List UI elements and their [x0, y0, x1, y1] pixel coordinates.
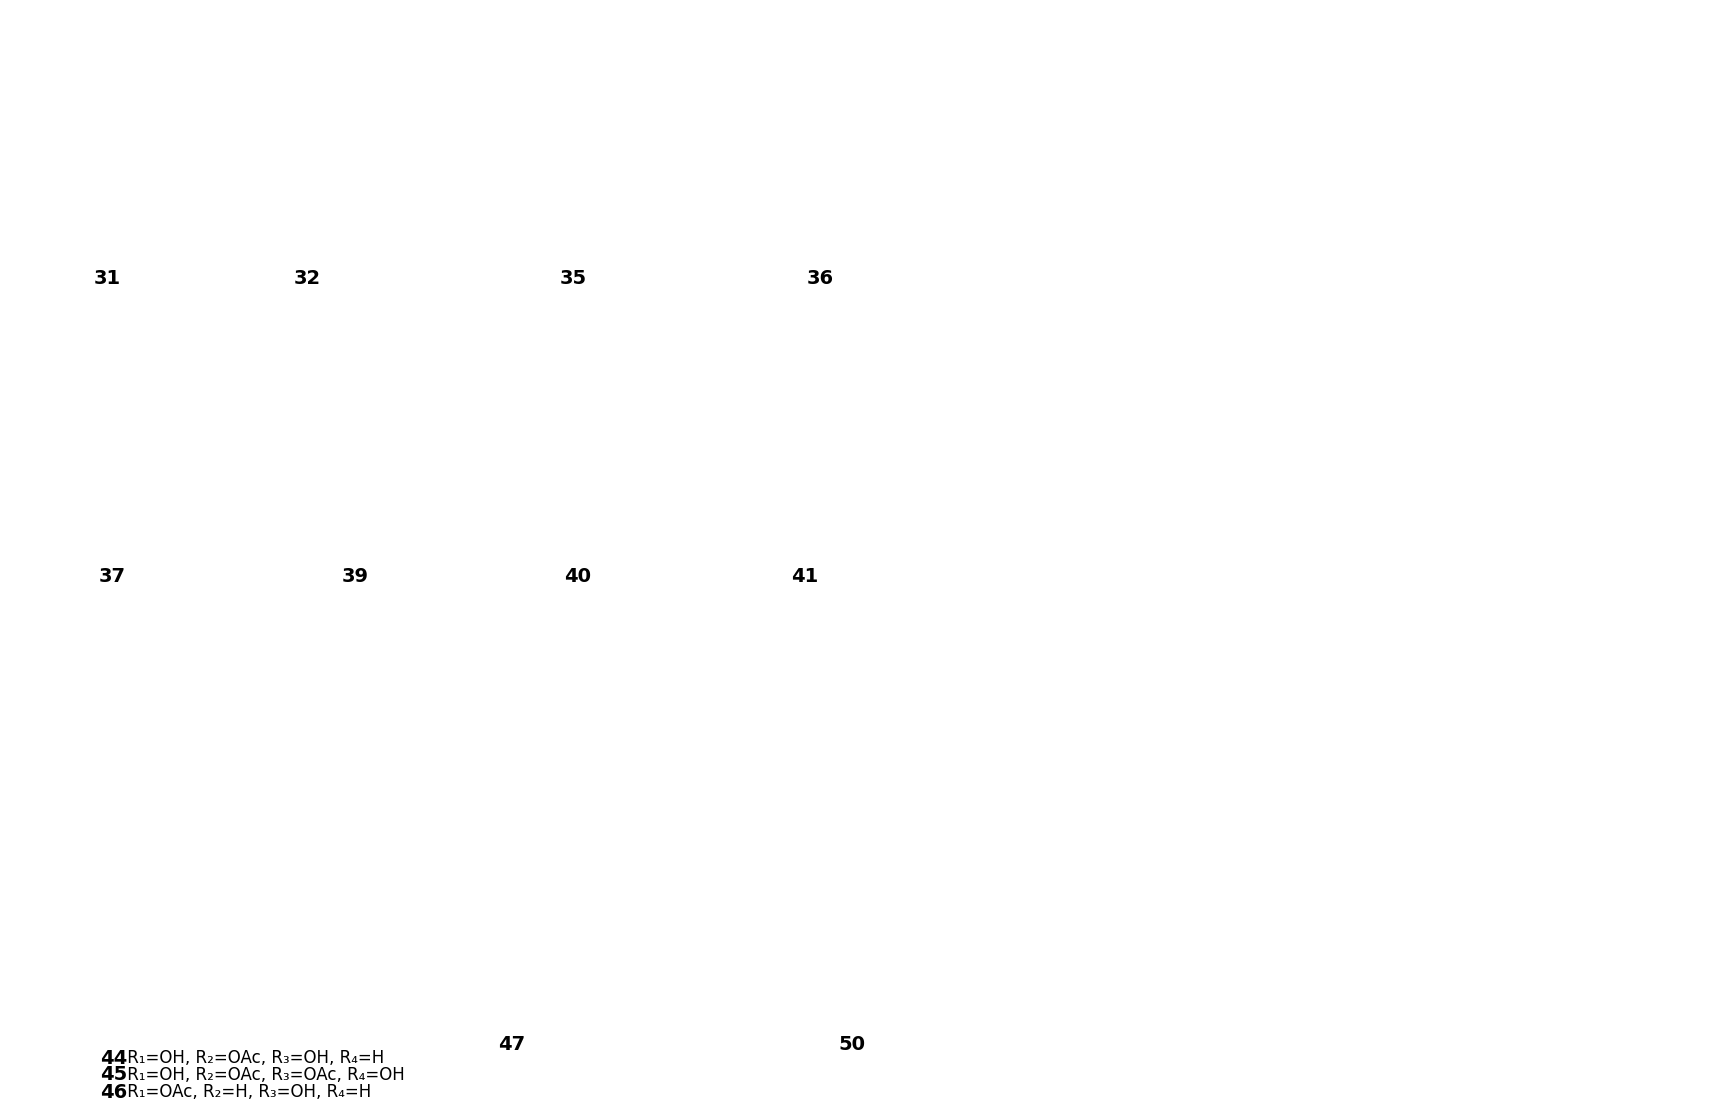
Text: 31: 31: [94, 268, 120, 287]
Text: R₁=OAc, R₂=H, R₃=OH, R₄=H: R₁=OAc, R₂=H, R₃=OH, R₄=H: [121, 1083, 371, 1101]
Text: R₁=OH, R₂=OAc, R₃=OAc, R₄=OH: R₁=OH, R₂=OAc, R₃=OAc, R₄=OH: [121, 1065, 404, 1084]
Text: 39: 39: [342, 568, 368, 587]
Text: 40: 40: [564, 568, 592, 587]
Text: 41: 41: [791, 568, 819, 587]
Text: 44: 44: [101, 1049, 127, 1068]
Text: 46: 46: [101, 1082, 127, 1101]
Text: 50: 50: [838, 1035, 866, 1054]
Text: 47: 47: [498, 1035, 526, 1054]
Text: 45: 45: [101, 1065, 127, 1084]
Text: 35: 35: [559, 268, 586, 287]
Text: 37: 37: [99, 568, 125, 587]
Text: 32: 32: [293, 268, 321, 287]
Text: R₁=OH, R₂=OAc, R₃=OH, R₄=H: R₁=OH, R₂=OAc, R₃=OH, R₄=H: [121, 1049, 383, 1067]
Text: 36: 36: [807, 268, 833, 287]
